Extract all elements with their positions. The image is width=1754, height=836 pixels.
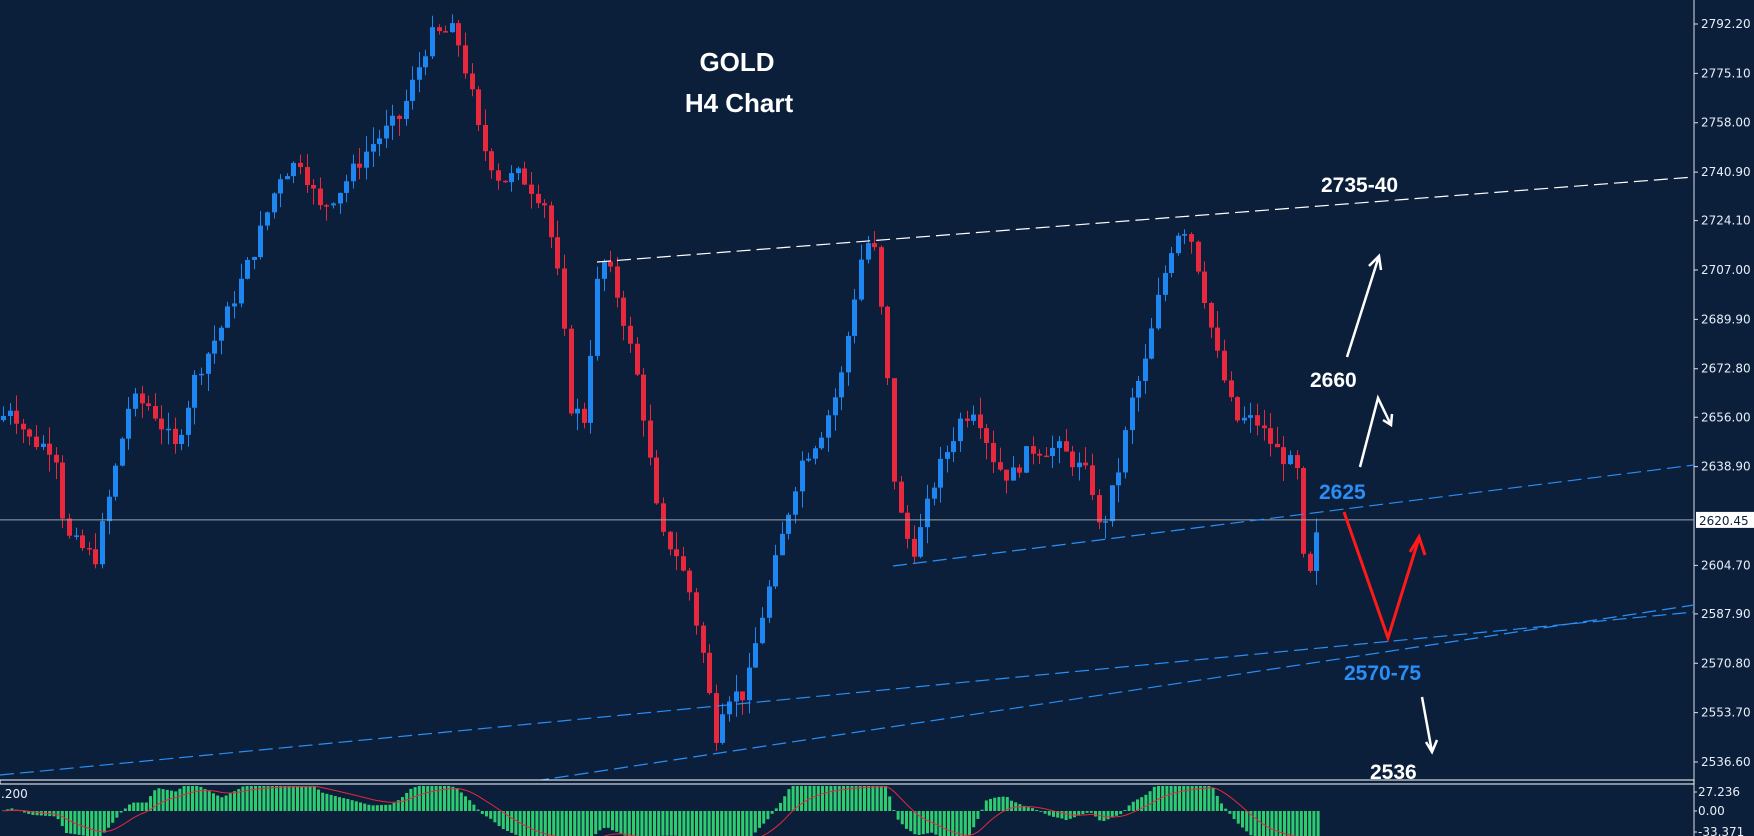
upper-resistance-line bbox=[596, 176, 1695, 263]
price-tick-label: 2792.20 bbox=[1701, 17, 1751, 31]
current-price-badge bbox=[1696, 511, 1754, 528]
price-tick-label: 2553.70 bbox=[1701, 706, 1751, 720]
arrow-zigzag-icon bbox=[1358, 394, 1393, 468]
lower-support-line-1 bbox=[0, 611, 1695, 776]
price-tick-label: 2536.60 bbox=[1701, 755, 1751, 769]
price-tick-label: 2707.00 bbox=[1701, 263, 1751, 277]
level-label-2625: 2625 bbox=[1319, 481, 1366, 504]
macd-scale-label: .200 bbox=[1, 787, 28, 801]
arrow-red-v-icon bbox=[1342, 511, 1421, 643]
trend-lines bbox=[0, 176, 1695, 782]
level-label-2735-40: 2735-40 bbox=[1321, 174, 1398, 197]
price-tick-label: 2689.90 bbox=[1701, 312, 1751, 326]
pane-separator[interactable] bbox=[0, 779, 1695, 785]
price-tick-label: 2672.80 bbox=[1701, 362, 1751, 376]
price-tick-label: 2638.90 bbox=[1701, 460, 1751, 474]
candlestick-series bbox=[1, 14, 1319, 751]
mid-trend-line bbox=[892, 464, 1695, 567]
macd-pane: .200 27.236 0.00 -33.371 bbox=[1, 785, 1744, 836]
price-tick-label: 2587.90 bbox=[1701, 607, 1751, 621]
macd-tick-label: -33.371 bbox=[1698, 825, 1744, 836]
price-tick-label: 2724.10 bbox=[1701, 214, 1751, 228]
arrow-up-icon bbox=[1345, 255, 1381, 358]
arrow-down-icon bbox=[1420, 696, 1434, 753]
level-label-2660: 2660 bbox=[1310, 369, 1357, 392]
price-tick-label: 2604.70 bbox=[1701, 558, 1751, 572]
chart-title: GOLD bbox=[699, 47, 774, 77]
lower-support-line-2 bbox=[534, 604, 1695, 782]
price-tick-label: 2570.80 bbox=[1701, 656, 1751, 670]
chart-subtitle: H4 Chart bbox=[685, 88, 794, 118]
price-tick-label: 2740.90 bbox=[1701, 165, 1751, 179]
price-tick-label: 2758.00 bbox=[1701, 116, 1751, 130]
price-axis: 2792.20 2775.10 2758.00 2740.90 2724.10 2707.… bbox=[1694, 17, 1751, 769]
level-label-2536: 2536 bbox=[1370, 761, 1417, 784]
price-tick-label: 2775.10 bbox=[1701, 66, 1751, 80]
macd-tick-label: 0.00 bbox=[1698, 804, 1725, 818]
price-tick-label: 2656.00 bbox=[1701, 410, 1751, 424]
macd-tick-label: 27.236 bbox=[1698, 785, 1740, 799]
projection-arrows bbox=[1342, 253, 1439, 755]
current-price-label: 2620.45 bbox=[1699, 514, 1749, 528]
level-label-2570-75: 2570-75 bbox=[1344, 662, 1421, 685]
macd-signal-line bbox=[3, 785, 1298, 836]
